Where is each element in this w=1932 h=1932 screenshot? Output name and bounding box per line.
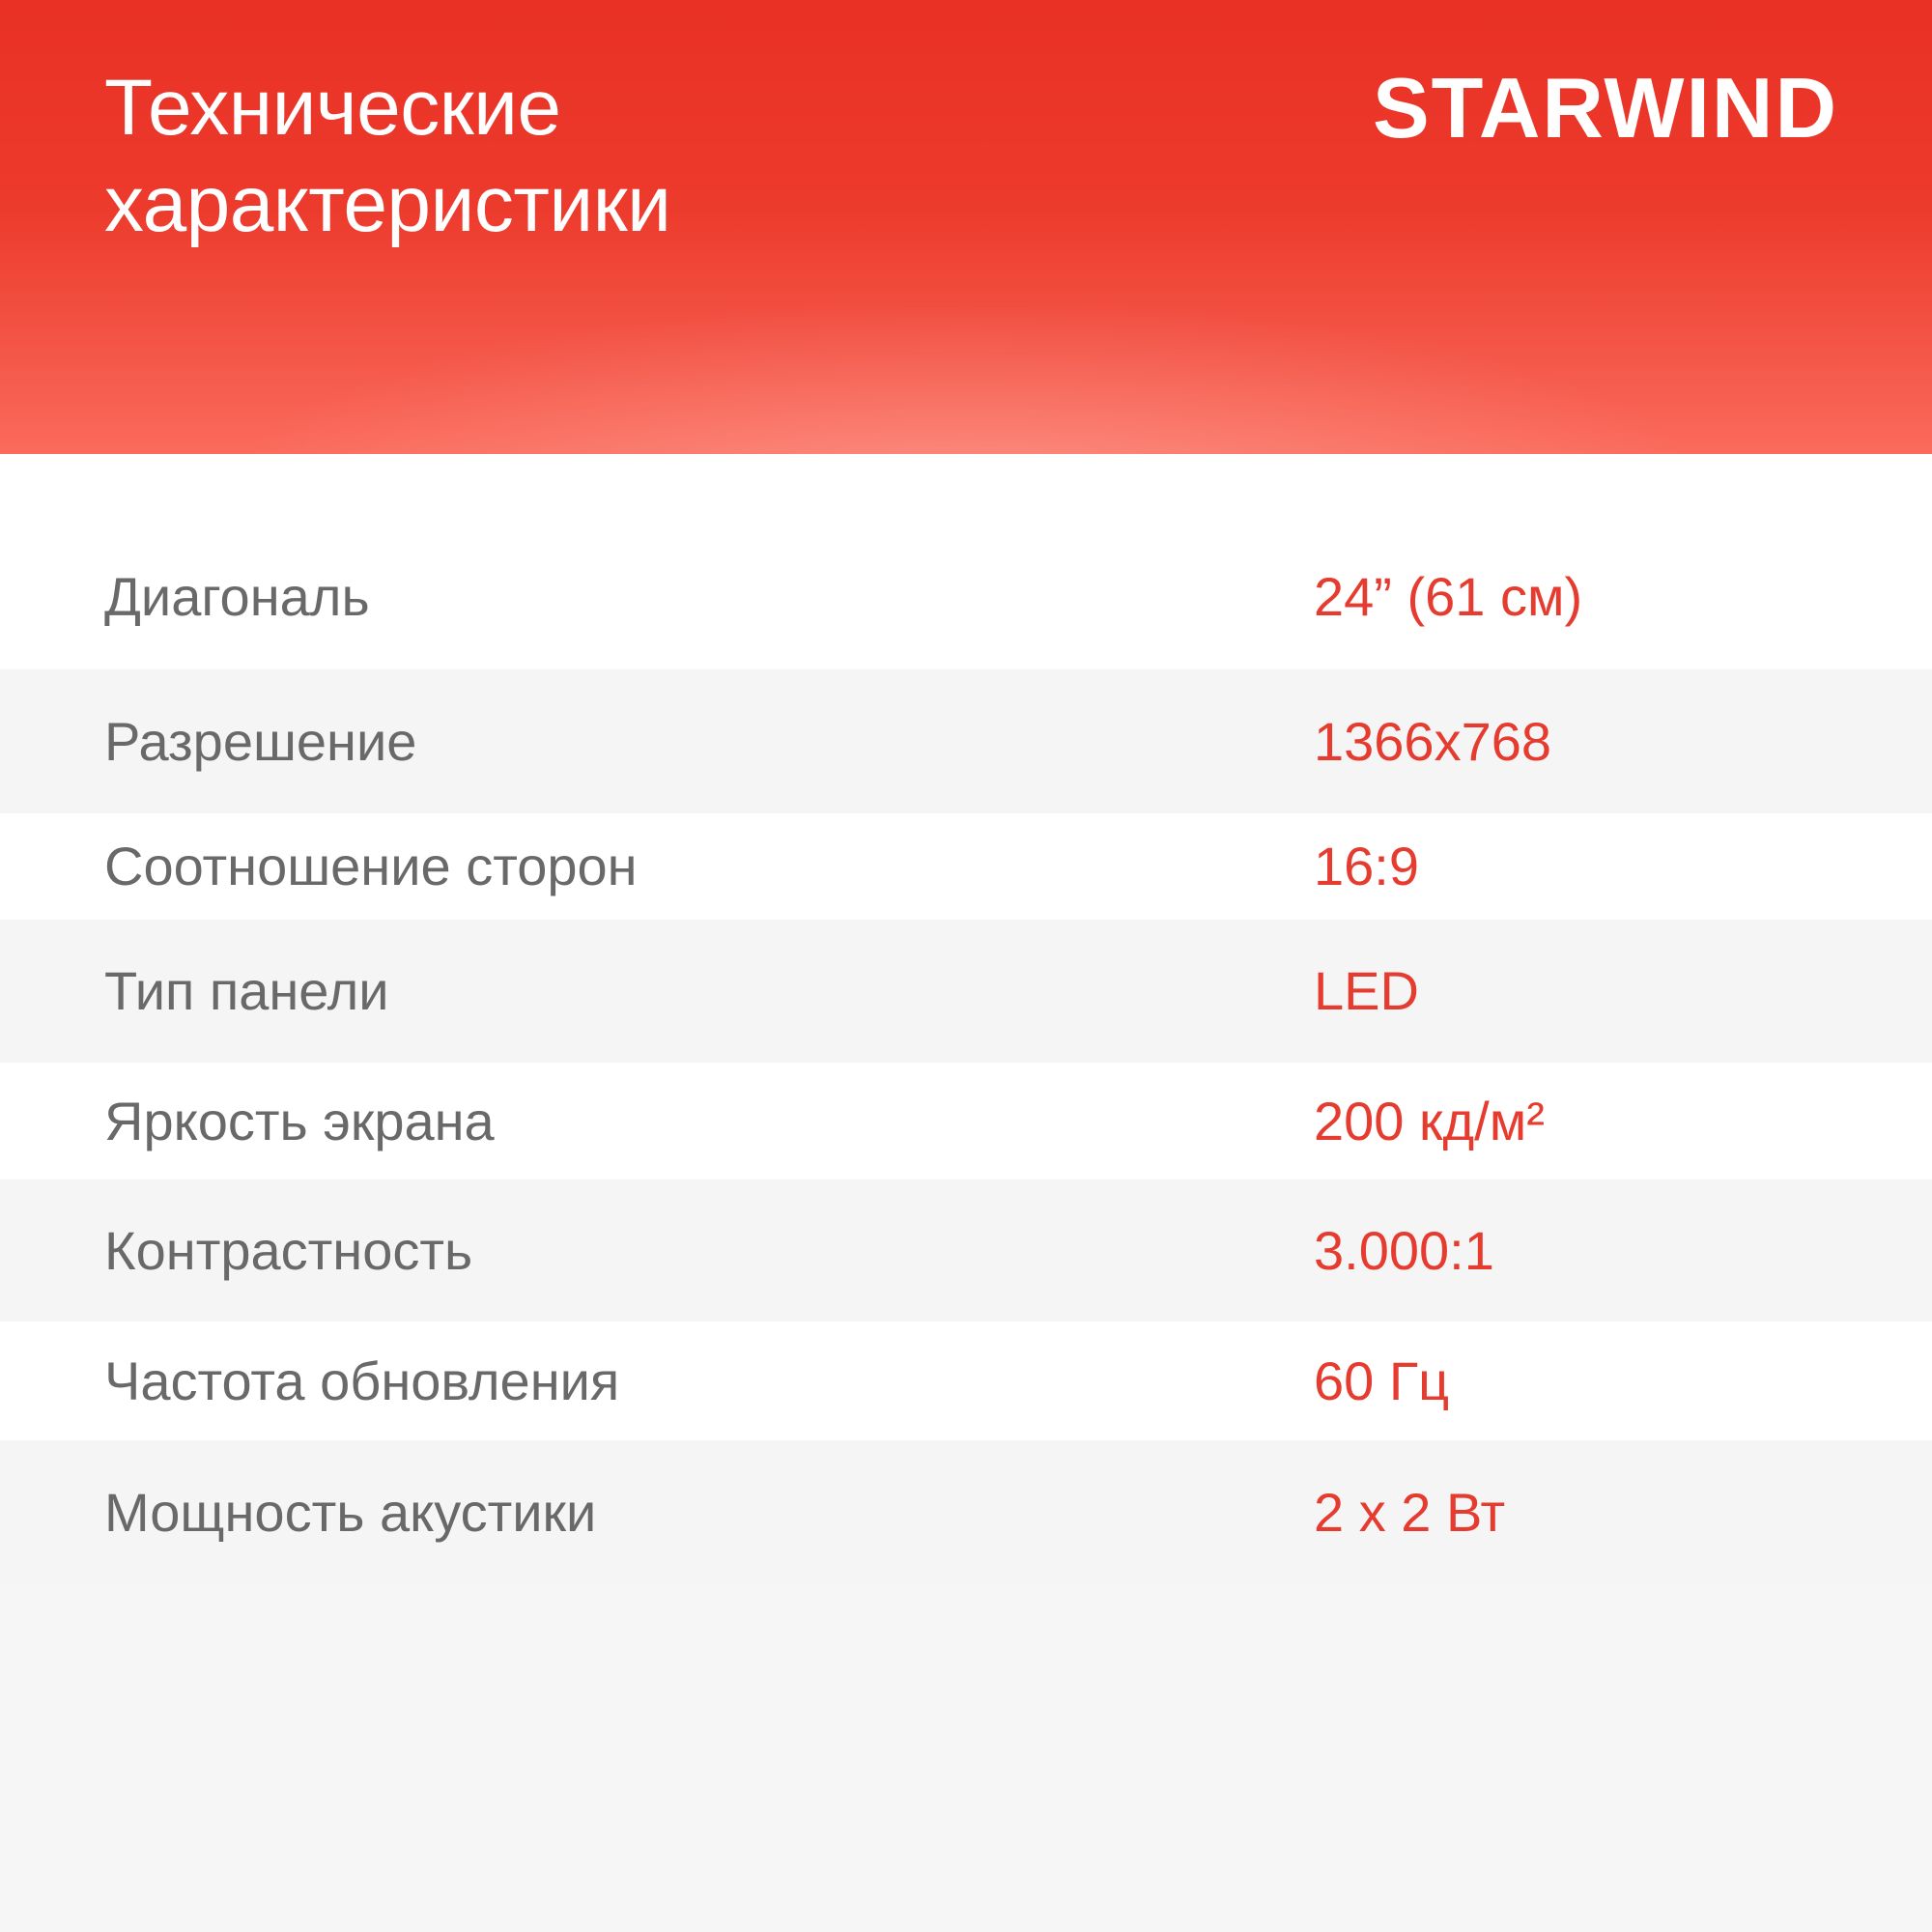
spec-value: 1366x768 bbox=[1314, 710, 1552, 772]
spec-value: LED bbox=[1314, 960, 1419, 1021]
spec-value: 16:9 bbox=[1314, 836, 1419, 896]
spec-row-brightness: Яркость экрана 200 кд/м² bbox=[0, 1063, 1932, 1179]
spec-row-aspect-ratio: Соотношение сторон 16:9 bbox=[0, 813, 1932, 920]
spec-value: 3.000:1 bbox=[1314, 1219, 1494, 1281]
spec-label: Разрешение bbox=[104, 710, 417, 772]
spec-value: 24” (61 см) bbox=[1314, 566, 1583, 627]
spec-value: 60 Гц bbox=[1314, 1350, 1450, 1411]
spec-label: Диагональ bbox=[104, 566, 370, 627]
spec-row-contrast: Контрастность 3.000:1 bbox=[0, 1179, 1932, 1321]
spec-row-resolution: Разрешение 1366x768 bbox=[0, 669, 1932, 813]
spec-row-speaker-power: Мощность акустики 2 x 2 Вт bbox=[0, 1440, 1932, 1584]
spec-label: Мощность акустики bbox=[104, 1481, 597, 1543]
spec-value: 2 x 2 Вт bbox=[1314, 1481, 1506, 1543]
header-banner: Технические характеристики STARWIND bbox=[0, 0, 1932, 454]
page-title-line1: Технические bbox=[104, 64, 561, 152]
spec-row-diagonal: Диагональ 24” (61 см) bbox=[0, 525, 1932, 669]
page-title-line2: характеристики bbox=[104, 160, 671, 249]
spec-value: 200 кд/м² bbox=[1314, 1090, 1545, 1151]
spec-row-refresh-rate: Частота обновления 60 Гц bbox=[0, 1321, 1932, 1440]
spec-label: Яркость экрана bbox=[104, 1090, 495, 1151]
spec-label: Частота обновления bbox=[104, 1350, 620, 1411]
spec-table: Диагональ 24” (61 см) Разрешение 1366x76… bbox=[0, 525, 1932, 1584]
spec-label: Тип панели bbox=[104, 960, 389, 1021]
spec-row-panel-type: Тип панели LED bbox=[0, 920, 1932, 1063]
spec-label: Контрастность bbox=[104, 1219, 473, 1281]
page-title: Технические характеристики bbox=[104, 60, 671, 253]
brand-logo: STARWIND bbox=[1372, 60, 1838, 156]
spec-label: Соотношение сторон bbox=[104, 836, 638, 896]
footer-background bbox=[0, 1584, 1932, 1932]
